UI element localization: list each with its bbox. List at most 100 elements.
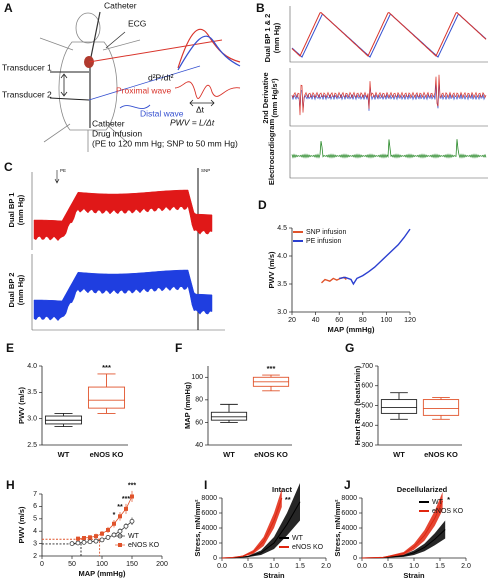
y-tick-label: 4.5	[277, 225, 287, 232]
marker	[129, 518, 135, 524]
label: Δt	[196, 104, 205, 114]
y-tick-label: 2000	[201, 540, 217, 547]
y-tick-label: 600	[361, 383, 373, 390]
x-tick-label: 2.0	[321, 563, 331, 570]
x-tick-label: 120	[404, 317, 416, 324]
label: Catheter	[92, 118, 125, 128]
x-tick-label: 0.0	[357, 563, 367, 570]
x-tick-label: 1.0	[409, 563, 419, 570]
reference-line	[42, 543, 82, 556]
y-tick-label: 3.5	[277, 281, 287, 288]
label: Catheter	[104, 0, 137, 10]
transducer-lines	[49, 71, 90, 101]
y-axis-label: Stress, mN/mm²	[333, 499, 342, 557]
distal-wave	[177, 35, 241, 71]
y-tick-label: 6	[33, 503, 37, 510]
y-axis-label: PWV (m/s)	[17, 386, 26, 424]
box	[87, 386, 126, 409]
annotation: ***	[267, 364, 276, 373]
marker	[99, 537, 105, 543]
axis-label: Dual BP 1 & 2	[263, 14, 272, 63]
box	[210, 411, 248, 421]
y-tick-label: 300	[361, 442, 373, 449]
label: PWV = L/Δt	[170, 117, 215, 127]
line	[221, 497, 283, 559]
marker	[75, 540, 81, 546]
x-tick-label: WT	[393, 450, 405, 459]
x-tick-label: 0.5	[243, 563, 253, 570]
y-tick-label: 4	[33, 528, 37, 535]
box	[380, 399, 418, 414]
annotation: **	[117, 504, 123, 511]
x-tick-label: 80	[359, 317, 367, 324]
trace	[33, 189, 213, 242]
annotation: *	[113, 512, 116, 519]
label: SNP	[201, 168, 210, 173]
error-band	[222, 489, 282, 558]
label: Drug infusion	[92, 128, 142, 138]
x-tick-label: 50	[68, 561, 76, 568]
marker	[93, 538, 99, 544]
error-band	[362, 492, 443, 558]
y-axis-label: Heart Rate (beats/min)	[353, 365, 362, 445]
legend-label: WT	[432, 499, 444, 506]
y-tick-label: 0	[353, 555, 357, 562]
x-axis-label: Strain	[263, 571, 285, 579]
line	[361, 500, 444, 559]
label: (PE to 120 mm Hg; SNP to 50 mm Hg)	[92, 138, 238, 148]
pe-arrow	[54, 170, 60, 184]
label: Transducer 2	[2, 89, 52, 99]
chart-title: Intact	[272, 485, 293, 494]
y-tick-label: 4000	[341, 525, 357, 532]
y-tick-label: 500	[361, 402, 373, 409]
legend-label: WT	[128, 533, 140, 540]
x-tick-label: eNOS KO	[424, 450, 458, 459]
annotation: ***	[122, 496, 130, 503]
axis-label: Dual BP 2	[7, 273, 16, 308]
y-tick-label: 7	[33, 491, 37, 498]
mouse-outline	[39, 12, 141, 152]
y-tick-label: 4.0	[277, 253, 287, 260]
y-tick-label: 400	[361, 422, 373, 429]
y-tick-label: 60	[195, 419, 203, 426]
trace-frames	[289, 6, 488, 179]
label: PE	[60, 168, 66, 173]
x-tick-label: 40	[312, 317, 320, 324]
y-tick-label: 700	[361, 363, 373, 370]
marker	[117, 528, 123, 534]
error-band	[222, 483, 300, 558]
y-tick-label: 6000	[201, 510, 217, 517]
axis-label: 2nd Derivative	[261, 72, 270, 123]
panel-b: B Dual BP 1 & 2 (mm Hg) 2nd Derivative (…	[256, 1, 488, 185]
y-axis-label: PWV (m/s)	[17, 506, 26, 544]
marker	[105, 535, 111, 540]
marker	[81, 539, 87, 545]
panel-c: C Dual BP 1 (mm Hg) Dual BP 2 (mm Hg) PE…	[4, 160, 225, 331]
error-band	[362, 520, 446, 558]
trace	[291, 74, 487, 116]
distal-link	[88, 65, 201, 101]
marker	[100, 531, 104, 536]
ecg-lead	[105, 31, 126, 49]
marker	[69, 541, 75, 546]
y-tick-label: 3	[33, 540, 37, 547]
legend-label: eNOS KO	[432, 508, 464, 515]
annotation: ***	[128, 483, 136, 490]
distal-wave-mini	[119, 104, 151, 110]
marker	[94, 534, 98, 539]
panel-label: D	[258, 198, 267, 212]
panel-label: H	[6, 478, 15, 492]
x-tick-label: WT	[223, 450, 235, 459]
panel-a: A Catheter ECG Transducer 1 Transducer 2…	[2, 0, 241, 152]
y-tick-label: 6000	[341, 510, 357, 517]
chart-title: Decellularized	[397, 485, 448, 494]
x-tick-label: 0.5	[383, 563, 393, 570]
y-tick-label: 3.0	[27, 416, 37, 423]
trace	[291, 139, 487, 159]
x-axis-label: Strain	[403, 571, 425, 579]
panel-label: A	[4, 1, 13, 15]
y-axis-label: MAP (mmHg)	[183, 382, 192, 429]
y-tick-label: 0	[213, 555, 217, 562]
marker	[112, 521, 116, 526]
